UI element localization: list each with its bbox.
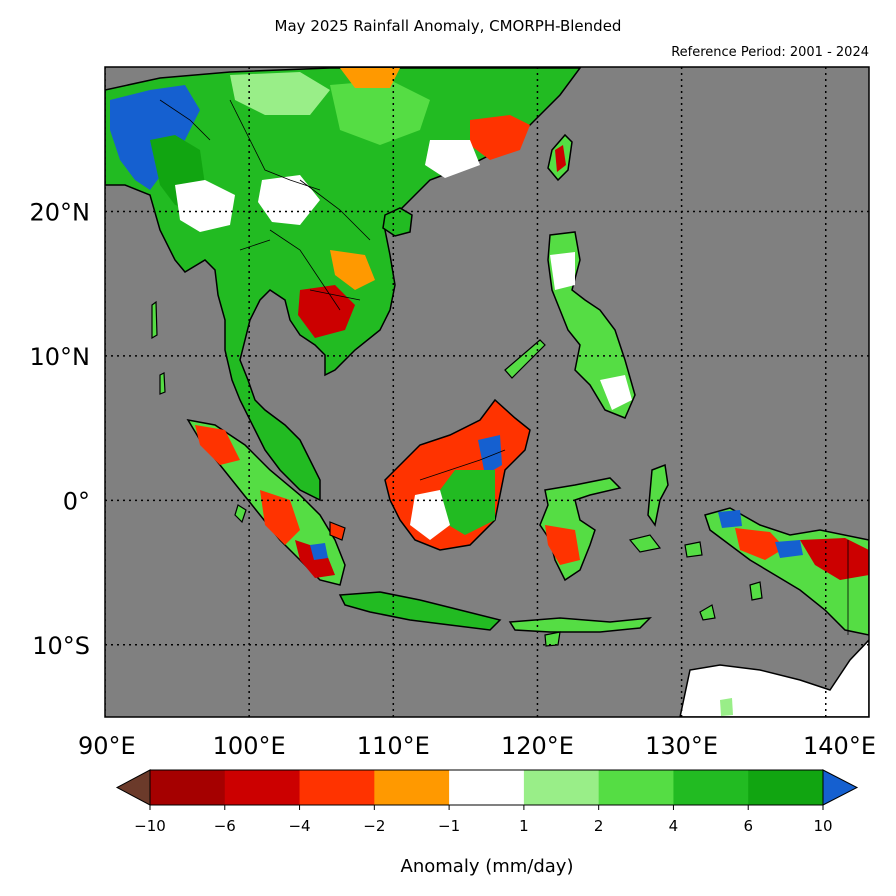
colorbar-tick-label: −1 (438, 817, 460, 835)
anomaly-patch-negative (298, 285, 355, 338)
colorbar-bin (150, 770, 226, 805)
islands-nicobar (159, 372, 166, 395)
islands-aru (749, 581, 763, 601)
anomaly-patch-negative (260, 490, 300, 545)
anomaly-patch-neutral (550, 252, 575, 290)
islands-maluku (684, 541, 703, 558)
island-java (338, 591, 502, 631)
country-borders (159, 99, 371, 311)
anomaly-patch-positive (310, 543, 328, 560)
islands-palawan (504, 339, 546, 379)
lon-tick-label: 110°E (357, 732, 430, 760)
map-frame (104, 66, 870, 718)
colorbar-tick-label: −10 (134, 817, 166, 835)
colorbar-bin (598, 770, 674, 805)
colorbar: −10 −6 −4 −2 −1 1 2 4 6 10 (115, 769, 859, 835)
lon-tick-label: 140°E (803, 732, 876, 760)
islands-bali (544, 631, 561, 647)
islands-mentawai (234, 504, 247, 524)
landmass-australia (679, 638, 869, 717)
anomaly-patch-negative (800, 538, 869, 580)
colorbar-tick-label: −2 (363, 817, 385, 835)
anomaly-patch-positive (478, 435, 502, 475)
anomaly-patch-neutral (425, 140, 480, 178)
anomaly-patch-negative (340, 68, 400, 88)
lat-tick-label: 20°N (30, 198, 91, 226)
island-lesser-sunda (508, 617, 653, 633)
anomaly-patch-neutral (410, 490, 450, 540)
anomaly-patch-neutral (230, 72, 330, 115)
anomaly-patch-positive (775, 540, 803, 558)
map-title: May 2025 Rainfall Anomaly, CMORPH-Blende… (274, 17, 622, 35)
colorbar-tick-label: 6 (743, 817, 753, 835)
anomaly-patch-neutral (600, 375, 632, 410)
colorbar-bin (299, 770, 375, 805)
colorbar-under-arrow (115, 769, 151, 806)
anomaly-patch-negative (735, 528, 785, 560)
colorbar-title: Anomaly (mm/day) (401, 856, 574, 877)
lat-tick-label: 0° (63, 487, 90, 515)
lon-tick-label: 100°E (213, 732, 286, 760)
reference-period: Reference Period: 2001 - 2024 (671, 45, 869, 60)
colorbar-bin (523, 770, 600, 805)
lat-tick-label: 10°S (32, 632, 90, 660)
anomaly-patch-negative (545, 525, 580, 565)
colorbar-tick-label: 4 (669, 817, 679, 835)
colorbar-over-arrow (822, 769, 859, 806)
gridlines (105, 67, 869, 717)
lon-tick-label: 120°E (501, 732, 574, 760)
islands-bangka (329, 521, 346, 541)
colorbar-bin (673, 770, 749, 805)
islands-andaman (151, 300, 158, 340)
islands-timor (628, 534, 662, 553)
anomaly-patch-positive (720, 698, 733, 716)
colorbar-frame (149, 769, 824, 806)
axis-tick-labels: 90°E 100°E 110°E 120°E 130°E 140°E 20°N 10°N 0° 1… (30, 198, 877, 760)
anomaly-patch-negative (470, 115, 530, 160)
island-hainan (382, 207, 413, 237)
colorbar-tick-label: 1 (519, 817, 529, 835)
colorbar-tick-label: 10 (813, 817, 832, 835)
anomaly-patch-neutral (330, 80, 430, 145)
colorbar-bin (449, 770, 525, 805)
colorbar-tick-label: 2 (594, 817, 604, 835)
anomaly-patch-neutral (175, 180, 235, 232)
anomaly-patch-negative (555, 145, 566, 172)
colorbar-bin (748, 770, 824, 805)
anomaly-patch-positive (440, 470, 495, 535)
anomaly-patch-positive (718, 510, 742, 528)
islands-tanimbar (699, 604, 716, 621)
map-panel (105, 67, 869, 717)
lon-tick-label: 90°E (78, 732, 136, 760)
lon-tick-label: 130°E (645, 732, 718, 760)
border-borneo (419, 449, 506, 481)
anomaly-patch-negative (330, 250, 375, 290)
anomaly-patch-negative (195, 425, 240, 465)
colorbar-bin (224, 770, 301, 805)
anomaly-patch-negative (258, 175, 320, 225)
colorbar-bin (374, 770, 450, 805)
island-halmahera (647, 463, 669, 527)
colorbar-tick-label: −6 (214, 817, 236, 835)
landmass-mainland-asia (105, 67, 582, 502)
colorbar-tick-label: −4 (288, 817, 310, 835)
lat-tick-label: 10°N (30, 343, 91, 371)
